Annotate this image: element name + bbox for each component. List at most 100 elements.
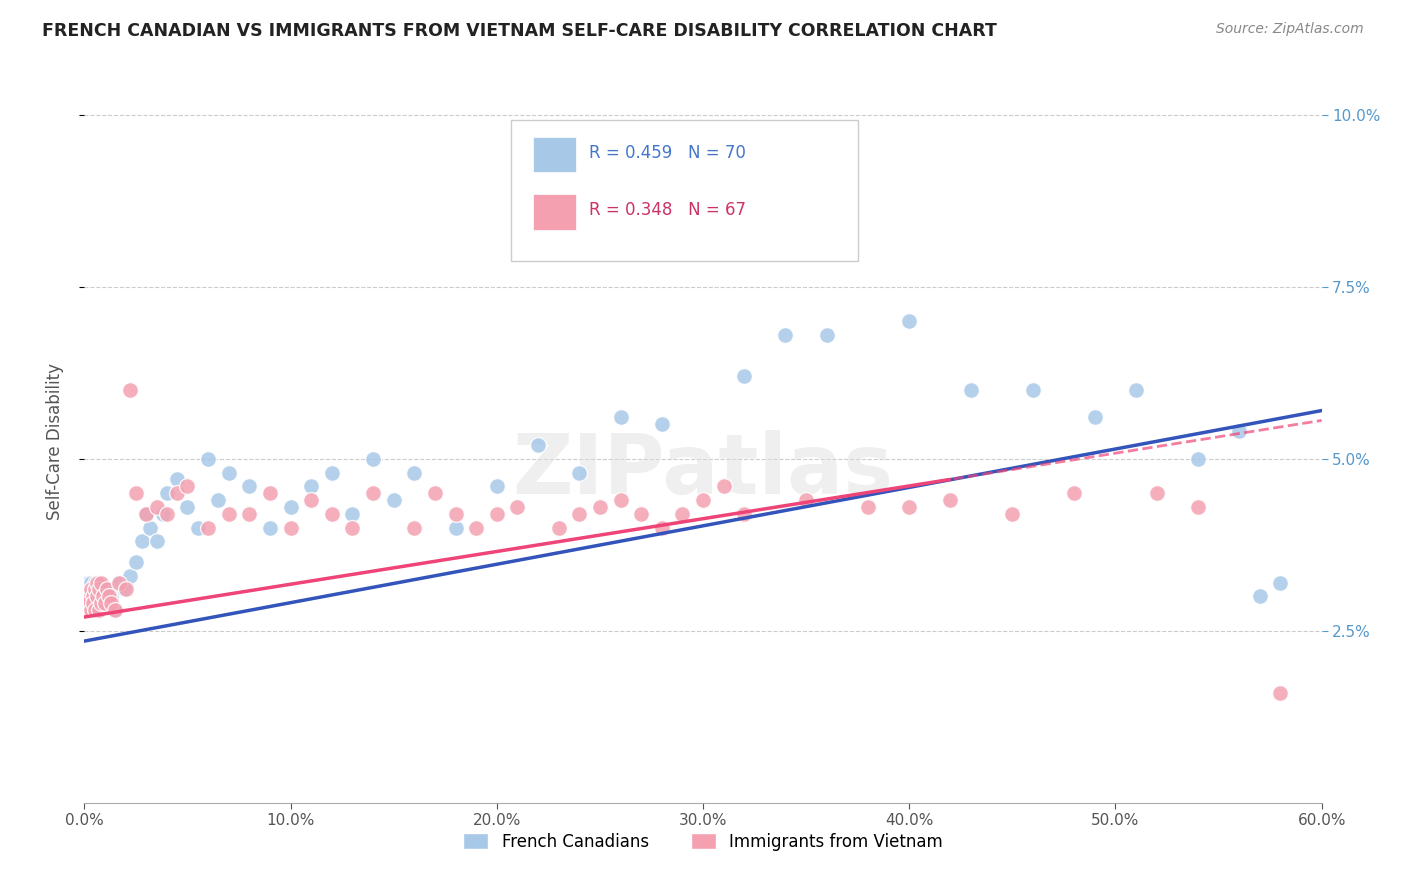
Point [94, 596, 117, 610]
Point [485, 479, 508, 493]
Text: FRENCH CANADIAN VS IMMIGRANTS FROM VIETNAM SELF-CARE DISABILITY CORRELATION CHAR: FRENCH CANADIAN VS IMMIGRANTS FROM VIETN… [42, 22, 997, 40]
Point [118, 383, 141, 397]
Point [108, 575, 131, 590]
Point [77, 582, 100, 597]
Point [82, 596, 104, 610]
Point [98, 596, 121, 610]
Point [125, 486, 148, 500]
Point [1227, 424, 1250, 438]
Text: R = 0.348   N = 67: R = 0.348 N = 67 [589, 202, 747, 219]
Point [96, 582, 118, 597]
Point [125, 555, 148, 569]
FancyBboxPatch shape [512, 120, 858, 260]
Point [87, 590, 110, 604]
Point [104, 603, 127, 617]
Point [176, 479, 198, 493]
Point [1270, 686, 1292, 700]
Point [86, 603, 108, 617]
Legend: French Canadians, Immigrants from Vietnam: French Canadians, Immigrants from Vietna… [456, 825, 950, 860]
Point [404, 520, 426, 534]
Point [609, 410, 631, 425]
Point [104, 603, 127, 617]
Point [176, 500, 198, 514]
Point [77, 596, 100, 610]
Point [82, 582, 104, 597]
Point [75, 590, 97, 604]
Point [91, 590, 114, 604]
Point [145, 500, 167, 514]
Point [1001, 507, 1024, 521]
Point [91, 582, 114, 597]
Point [238, 507, 260, 521]
Point [733, 369, 755, 384]
Point [1063, 486, 1085, 500]
Point [1084, 410, 1107, 425]
Point [131, 534, 153, 549]
Y-axis label: Self-Care Disability: Self-Care Disability [45, 363, 63, 520]
Point [342, 520, 364, 534]
Point [713, 479, 735, 493]
Point [75, 582, 97, 597]
FancyBboxPatch shape [533, 194, 575, 230]
Point [321, 466, 343, 480]
Text: Source: ZipAtlas.com: Source: ZipAtlas.com [1216, 22, 1364, 37]
Point [135, 507, 157, 521]
Point [139, 520, 162, 534]
Point [218, 466, 240, 480]
Point [152, 507, 174, 521]
Point [898, 314, 921, 328]
Point [94, 590, 117, 604]
Point [75, 596, 97, 610]
Point [207, 493, 229, 508]
Point [86, 582, 108, 597]
Point [1270, 575, 1292, 590]
Point [79, 582, 101, 597]
Point [87, 582, 110, 597]
Point [77, 596, 100, 610]
Point [506, 500, 529, 514]
Point [135, 507, 157, 521]
Point [568, 466, 591, 480]
Point [82, 590, 104, 604]
Point [197, 520, 219, 534]
Point [83, 582, 105, 597]
Point [280, 500, 302, 514]
Point [197, 451, 219, 466]
Point [547, 520, 569, 534]
Point [75, 603, 97, 617]
Point [1022, 383, 1045, 397]
Point [145, 534, 167, 549]
Point [77, 603, 100, 617]
Point [238, 479, 260, 493]
Point [83, 603, 105, 617]
Point [1187, 451, 1209, 466]
Point [90, 596, 112, 610]
Point [1125, 383, 1147, 397]
Point [856, 500, 879, 514]
Text: R = 0.459   N = 70: R = 0.459 N = 70 [589, 144, 747, 161]
Point [218, 507, 240, 521]
Point [815, 327, 838, 342]
Point [692, 493, 714, 508]
Point [321, 507, 343, 521]
Point [156, 486, 179, 500]
Point [112, 582, 135, 597]
Point [82, 596, 104, 610]
Point [77, 603, 100, 617]
FancyBboxPatch shape [533, 136, 575, 172]
Point [299, 493, 322, 508]
Point [939, 493, 962, 508]
Point [166, 472, 188, 486]
Point [98, 590, 121, 604]
Point [75, 590, 97, 604]
Point [299, 479, 322, 493]
Point [118, 568, 141, 582]
Point [898, 500, 921, 514]
Point [1187, 500, 1209, 514]
Point [187, 520, 209, 534]
Point [589, 500, 612, 514]
Point [382, 493, 405, 508]
Point [609, 493, 631, 508]
Text: ZIPatlas: ZIPatlas [513, 430, 893, 511]
Point [96, 582, 118, 597]
